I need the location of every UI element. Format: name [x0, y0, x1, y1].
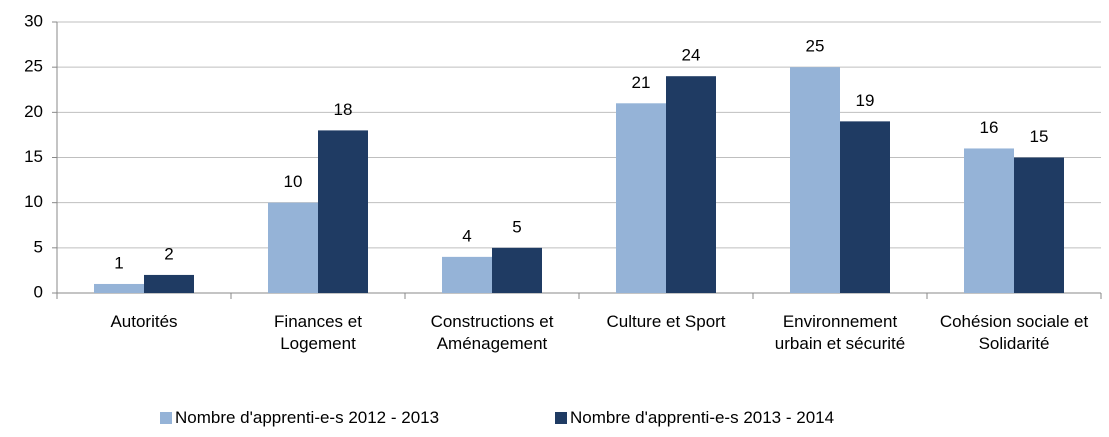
data-label: 21 — [632, 73, 651, 92]
legend-label: Nombre d'apprenti-e-s 2012 - 2013 — [175, 408, 440, 427]
legend-swatch — [555, 412, 567, 424]
bar — [144, 274, 194, 293]
bar — [442, 256, 492, 293]
bar — [666, 76, 716, 293]
bar — [268, 202, 318, 293]
y-tick-label: 10 — [24, 192, 43, 211]
x-tick-label: Constructions et Aménagement — [430, 312, 554, 353]
y-tick-label: 0 — [34, 282, 43, 301]
y-tick-label: 30 — [24, 11, 43, 30]
data-label: 18 — [334, 100, 353, 119]
data-label: 2 — [164, 244, 173, 263]
bar — [492, 247, 542, 293]
data-label: 15 — [1030, 127, 1049, 146]
data-label: 24 — [682, 46, 701, 65]
bar — [790, 67, 840, 294]
data-label: 19 — [856, 91, 875, 110]
y-tick-label: 25 — [24, 57, 43, 76]
legend-label: Nombre d'apprenti-e-s 2013 - 2014 — [570, 408, 835, 427]
y-tick-label: 20 — [24, 102, 43, 121]
legend-swatch — [160, 412, 172, 424]
y-tick-label: 15 — [24, 147, 43, 166]
bar — [94, 283, 144, 293]
x-tick-label: Environnement urbain et sécurité — [774, 312, 906, 353]
bar — [840, 121, 890, 293]
bar — [616, 103, 666, 293]
x-tick-label: Autorités — [110, 312, 178, 331]
data-label: 25 — [806, 37, 825, 56]
data-label: 16 — [980, 118, 999, 137]
bar — [1014, 157, 1064, 293]
data-label: 10 — [284, 172, 303, 191]
legend-item: Nombre d'apprenti-e-s 2013 - 2014 — [555, 408, 834, 428]
bar — [964, 148, 1014, 293]
data-label: 1 — [114, 253, 123, 272]
legend-item: Nombre d'apprenti-e-s 2012 - 2013 — [160, 408, 439, 428]
data-label: 5 — [512, 217, 521, 236]
bar — [318, 130, 368, 293]
x-tick-label: Culture et Sport — [606, 312, 726, 331]
x-tick-label: Finances et Logement — [274, 312, 362, 353]
x-tick-label: Cohésion sociale et Solidarité — [939, 312, 1089, 353]
y-tick-label: 5 — [34, 237, 43, 256]
data-label: 4 — [462, 226, 471, 245]
